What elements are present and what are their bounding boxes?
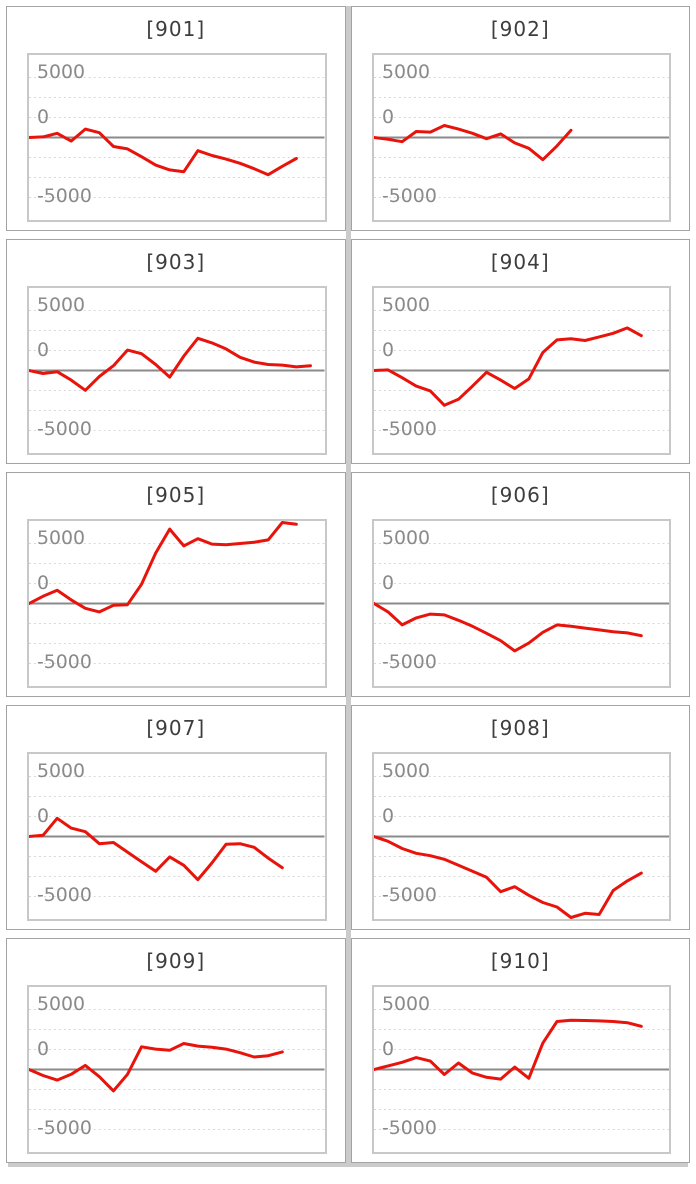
chart-canvas: 5000 0 -5000 (373, 993, 669, 1139)
y-axis-tick-label: -5000 (381, 651, 436, 673)
y-axis-tick-label: 5000 (37, 993, 85, 1015)
y-axis-tick-label: 5000 (381, 294, 429, 316)
y-axis-tick-label: 5000 (37, 294, 85, 316)
chart-panel: [903] 5000 0 -5000 (6, 239, 346, 464)
y-axis-tick-label: 0 (37, 1038, 49, 1060)
series-line (29, 127, 298, 177)
chart-panel: [906] 5000 0 -5000 (350, 472, 690, 697)
chart-panel: [902] 5000 0 -5000 (350, 6, 690, 231)
charts-grid: [901] 5000 0 -5000 [902] 5000 0 -5000 [903] … (6, 6, 690, 1163)
chart-title: [906] (490, 483, 550, 507)
y-axis-tick-label: 0 (381, 572, 393, 594)
chart-panel: [904] 5000 0 -5000 (350, 239, 690, 464)
chart-title: [902] (490, 17, 550, 41)
y-axis-tick-label: 5000 (37, 760, 85, 782)
chart-canvas: 5000 0 -5000 (373, 61, 669, 207)
y-axis-tick-label: 0 (37, 339, 49, 361)
y-axis-tick-label: -5000 (381, 185, 436, 207)
chart-plot-area: 5000 0 -5000 (371, 985, 671, 1154)
chart-title: [905] (146, 483, 206, 507)
series-line (29, 816, 284, 882)
chart-title: [904] (490, 250, 550, 274)
y-axis-tick-label: -5000 (381, 1117, 436, 1139)
y-axis-tick-label: 0 (381, 1038, 393, 1060)
chart-canvas: 5000 0 -5000 (29, 521, 325, 673)
chart-plot-area: 5000 0 -5000 (371, 519, 671, 688)
chart-canvas: 5000 0 -5000 (373, 527, 669, 673)
y-axis-tick-label: 5000 (37, 527, 85, 549)
y-axis-tick-label: 5000 (381, 61, 429, 83)
y-axis-tick-label: 0 (381, 805, 393, 827)
series-line (29, 1042, 284, 1093)
y-axis-tick-label: 0 (37, 805, 49, 827)
chart-panel: [907] 5000 0 -5000 (6, 705, 346, 930)
y-axis-tick-label: -5000 (381, 884, 436, 906)
series-line (373, 124, 572, 162)
chart-title: [910] (490, 949, 550, 973)
chart-panel: [901] 5000 0 -5000 (6, 6, 346, 231)
y-axis-tick-label: -5000 (37, 651, 92, 673)
chart-plot-area: 5000 0 -5000 (27, 985, 327, 1154)
chart-plot-area: 5000 0 -5000 (27, 53, 327, 222)
chart-plot-area: 5000 0 -5000 (27, 752, 327, 921)
chart-title: [908] (490, 716, 550, 740)
chart-plot-area: 5000 0 -5000 (27, 286, 327, 455)
series-line (373, 835, 643, 919)
chart-plot-area: 5000 0 -5000 (371, 286, 671, 455)
chart-canvas: 5000 0 -5000 (29, 294, 325, 440)
chart-plot-area: 5000 0 -5000 (371, 53, 671, 222)
series-line (29, 336, 312, 392)
y-axis-tick-label: 0 (381, 339, 393, 361)
chart-panel: [908] 5000 0 -5000 (350, 705, 690, 930)
series-line (373, 602, 643, 653)
y-axis-tick-label: -5000 (37, 185, 92, 207)
series-line (373, 1018, 643, 1081)
chart-canvas: 5000 0 -5000 (373, 294, 669, 440)
y-axis-tick-label: -5000 (381, 418, 436, 440)
y-axis-tick-label: 5000 (381, 760, 429, 782)
y-axis-tick-label: 0 (37, 572, 49, 594)
y-axis-tick-label: 5000 (381, 527, 429, 549)
chart-title: [907] (146, 716, 206, 740)
chart-panel: [905] 5000 0 -5000 (6, 472, 346, 697)
y-axis-tick-label: 5000 (381, 993, 429, 1015)
y-axis-tick-label: 0 (381, 106, 393, 128)
chart-canvas: 5000 0 -5000 (29, 760, 325, 906)
chart-canvas: 5000 0 -5000 (29, 61, 325, 207)
chart-panel: [910] 5000 0 -5000 (350, 938, 690, 1163)
chart-panel: [909] 5000 0 -5000 (6, 938, 346, 1163)
y-axis-tick-label: -5000 (37, 884, 92, 906)
bottom-divider (8, 1163, 688, 1167)
chart-plot-area: 5000 0 -5000 (371, 752, 671, 921)
chart-title: [909] (146, 949, 206, 973)
y-axis-tick-label: 5000 (37, 61, 85, 83)
y-axis-tick-label: -5000 (37, 418, 92, 440)
chart-canvas: 5000 0 -5000 (373, 760, 669, 919)
chart-title: [901] (146, 17, 206, 41)
y-axis-tick-label: 0 (37, 106, 49, 128)
chart-title: [903] (146, 250, 206, 274)
chart-plot-area: 5000 0 -5000 (27, 519, 327, 688)
y-axis-tick-label: -5000 (37, 1117, 92, 1139)
series-line (373, 326, 643, 407)
chart-canvas: 5000 0 -5000 (29, 993, 325, 1139)
series-line (29, 521, 298, 614)
